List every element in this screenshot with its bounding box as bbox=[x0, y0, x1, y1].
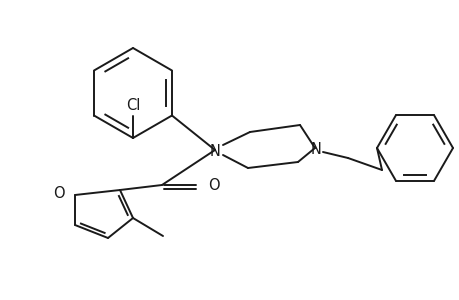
Text: N: N bbox=[209, 145, 220, 160]
Text: Cl: Cl bbox=[126, 98, 140, 112]
Text: N: N bbox=[310, 142, 321, 157]
Text: O: O bbox=[207, 178, 219, 193]
Text: O: O bbox=[53, 185, 65, 200]
